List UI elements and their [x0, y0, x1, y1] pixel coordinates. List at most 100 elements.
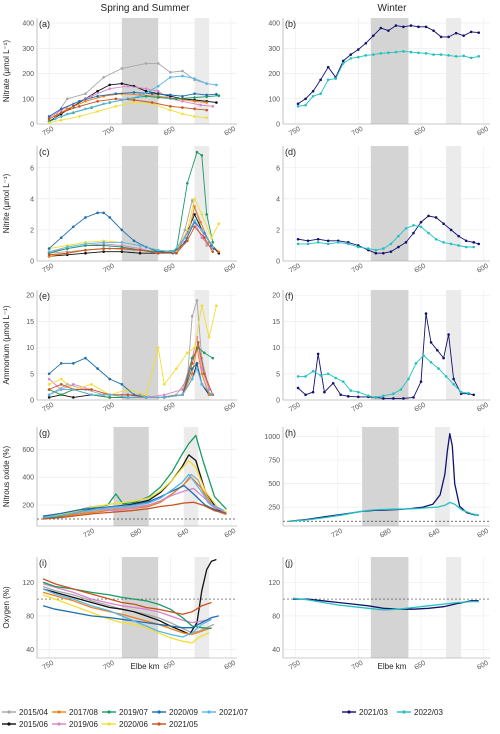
data-point-2021-07: [144, 396, 148, 399]
legend-item-2021-03: 2021/03: [342, 708, 388, 717]
shaded-region-dark: [121, 146, 159, 261]
data-point-2021-07: [47, 393, 51, 397]
data-point-2020-06: [78, 115, 81, 118]
data-point-2020-09: [47, 247, 51, 250]
data-point-2019-07: [102, 244, 105, 247]
data-point-2021-03: [296, 237, 300, 241]
y-tick-label: 400: [268, 21, 280, 28]
data-point-2021-03: [442, 356, 445, 360]
data-point-2021-07: [183, 236, 187, 239]
data-point-2021-07: [126, 396, 130, 399]
data-point-2020-06: [205, 116, 208, 119]
data-point-2015-06: [102, 250, 105, 253]
x-tick-label: 750: [42, 263, 56, 275]
data-point-2021-03: [331, 381, 335, 385]
data-point-2021-05: [84, 248, 87, 252]
data-point-2021-07: [181, 393, 184, 397]
legend-item-2021-07: 2021/07: [202, 708, 248, 717]
data-point-2021-05: [114, 97, 118, 101]
data-point-2019-06: [162, 393, 166, 397]
x-tick-label: 650: [413, 402, 427, 414]
data-point-2022-03: [341, 62, 345, 65]
data-point-2021-07: [66, 112, 69, 116]
y-tick-label: 100: [268, 96, 280, 103]
x-tick-label: 700: [102, 660, 116, 672]
data-point-2020-06: [210, 236, 213, 239]
legend-label: 2019/06: [69, 720, 98, 729]
data-point-2021-03: [296, 386, 300, 390]
legend-swatch-marker: [57, 722, 61, 726]
data-point-2022-03: [447, 54, 450, 57]
data-point-2019-06: [211, 105, 215, 108]
data-point-2015-06: [120, 82, 124, 85]
data-point-2021-05: [181, 106, 184, 109]
data-point-2015-06: [108, 83, 112, 87]
data-point-2020-06: [200, 213, 204, 216]
data-point-2020-06: [193, 197, 196, 201]
data-point-2015-06: [215, 101, 218, 104]
y-tick-label: 6: [276, 165, 280, 172]
data-point-2021-07: [193, 219, 196, 222]
data-point-2020-06: [169, 108, 172, 112]
data-point-2020-09: [215, 92, 218, 96]
data-point-2021-07: [120, 241, 124, 244]
data-point-2015-04: [181, 69, 184, 73]
x-tick-label: 680: [379, 528, 393, 540]
series-line-2020-09: [48, 212, 215, 254]
data-point-2021-05: [96, 99, 99, 103]
panel-g: 200 400 600 720 680 640 600 (g) Nitrous oxide (%…: [2, 427, 237, 540]
panel-e: 0 5 10 15 20 750 700 650 600 (e) Ammonium (µmol L⁻…: [2, 290, 237, 414]
data-point-2019-07: [156, 96, 160, 99]
data-point-2022-03: [432, 53, 435, 56]
data-point-2022-03: [414, 362, 418, 365]
x-tick-label: 720: [82, 528, 96, 540]
data-point-2020-09: [102, 211, 105, 215]
data-point-2022-03: [372, 53, 375, 56]
x-tick-label: 650: [163, 263, 177, 275]
panel-label: (c): [39, 147, 50, 157]
data-point-2021-07: [181, 74, 184, 78]
legend-label: 2020/09: [169, 708, 198, 717]
data-point-2017-08: [207, 393, 211, 397]
data-point-2021-07: [138, 94, 142, 98]
data-point-2019-07: [195, 150, 199, 154]
data-point-2017-08: [193, 205, 196, 208]
data-point-2021-03: [424, 25, 428, 29]
legend-swatch-marker: [207, 710, 211, 714]
data-point-2021-03: [326, 239, 330, 243]
series-line-2021-05: [49, 226, 214, 256]
data-point-2015-06: [138, 251, 142, 255]
data-point-2020-09: [205, 93, 208, 97]
data-point-2020-06: [47, 382, 51, 386]
data-point-2021-07: [190, 377, 194, 381]
y-tick-label: 300: [268, 46, 280, 53]
legend-swatch-marker: [402, 710, 406, 714]
panel-b: 0 100 200 300 400 750 700 650 600 (b): [268, 18, 490, 138]
data-point-2015-04: [120, 67, 124, 70]
panel-label: (d): [285, 147, 296, 157]
data-point-2021-03: [457, 234, 460, 238]
legend-item-2015-06: 2015/06: [2, 720, 48, 729]
y-tick-label: 2: [276, 227, 280, 234]
y-tick-label: 40: [26, 647, 34, 654]
y-tick-label: 20: [272, 293, 280, 300]
data-point-2021-05: [169, 105, 172, 108]
legend-item-2015-04: 2015/04: [2, 708, 48, 717]
data-point-2020-06: [47, 121, 51, 125]
series-line-2015-04: [42, 585, 215, 634]
data-point-2021-03: [419, 220, 423, 224]
data-point-2015-04: [169, 70, 172, 74]
shaded-region-light: [446, 290, 462, 400]
data-point-2021-07: [84, 242, 87, 246]
legend-swatch-marker: [347, 710, 351, 714]
series-line-2021-05: [42, 578, 212, 615]
data-point-2021-07: [210, 393, 213, 397]
y-tick-label: 400: [22, 475, 34, 482]
y-tick-label: 10: [272, 345, 280, 352]
y-tick-label: 80: [26, 613, 34, 620]
data-point-2020-09: [47, 372, 51, 376]
data-point-2015-04: [183, 228, 187, 232]
data-point-2022-03: [437, 367, 440, 370]
data-point-2015-04: [195, 299, 199, 302]
data-point-2020-09: [84, 216, 87, 219]
